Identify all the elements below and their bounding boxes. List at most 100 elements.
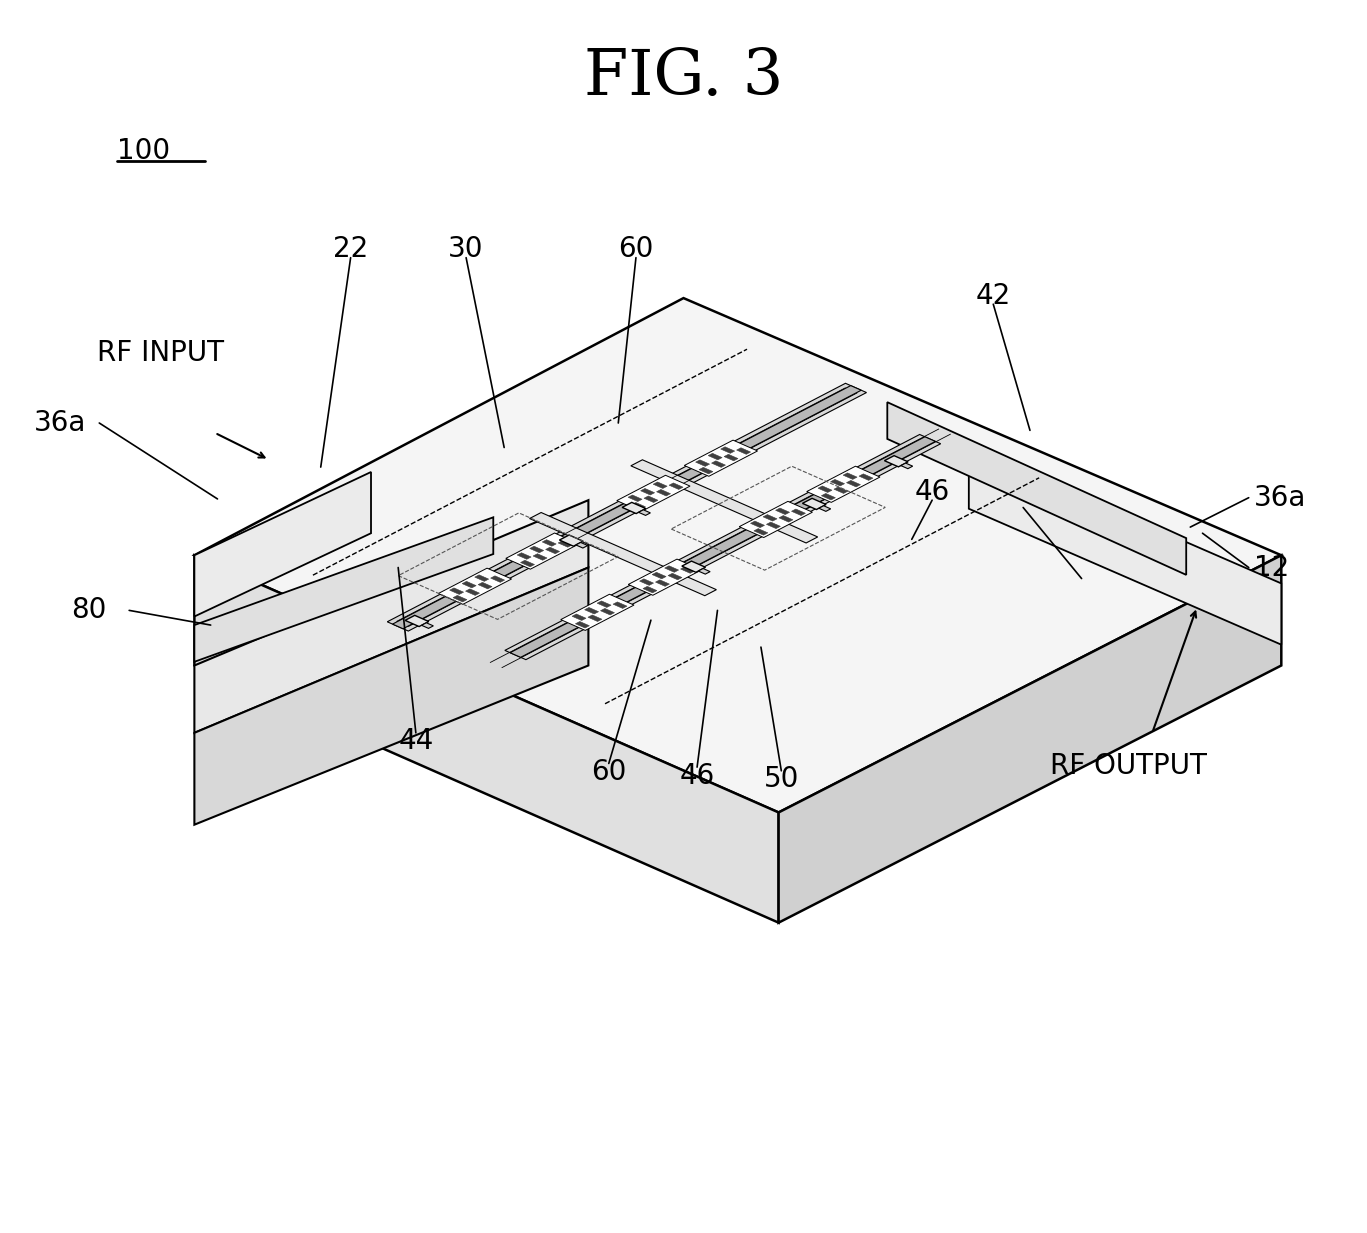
Text: 30: 30	[448, 236, 484, 263]
Polygon shape	[571, 614, 586, 620]
Polygon shape	[576, 543, 588, 547]
Polygon shape	[506, 533, 580, 570]
Polygon shape	[750, 522, 764, 528]
Text: 60: 60	[618, 236, 653, 263]
Polygon shape	[807, 466, 880, 502]
Polygon shape	[969, 448, 1281, 645]
Polygon shape	[901, 464, 913, 469]
Polygon shape	[405, 615, 429, 626]
Polygon shape	[194, 567, 588, 825]
Text: 36a: 36a	[1254, 483, 1307, 512]
Polygon shape	[632, 503, 645, 509]
Polygon shape	[194, 298, 1281, 813]
Polygon shape	[642, 587, 658, 593]
Polygon shape	[638, 509, 651, 515]
Text: RF INPUT: RF INPUT	[97, 339, 224, 367]
Polygon shape	[763, 514, 776, 522]
Polygon shape	[653, 482, 667, 488]
Polygon shape	[664, 566, 678, 572]
Polygon shape	[529, 513, 716, 596]
Polygon shape	[439, 568, 511, 604]
Polygon shape	[421, 623, 433, 629]
Polygon shape	[576, 621, 589, 628]
Polygon shape	[387, 383, 867, 631]
Polygon shape	[656, 580, 670, 587]
Polygon shape	[656, 490, 671, 496]
Polygon shape	[478, 582, 492, 589]
Polygon shape	[491, 576, 504, 582]
Text: 100: 100	[118, 137, 170, 165]
Polygon shape	[843, 473, 857, 480]
Polygon shape	[846, 481, 860, 487]
Polygon shape	[641, 488, 655, 494]
Polygon shape	[819, 506, 831, 512]
Polygon shape	[597, 600, 611, 608]
Polygon shape	[696, 460, 709, 466]
Text: FIG. 3: FIG. 3	[584, 47, 783, 109]
Text: 42: 42	[976, 281, 1012, 309]
Text: 12: 12	[1254, 554, 1289, 582]
Polygon shape	[533, 554, 547, 560]
Polygon shape	[504, 434, 940, 660]
Text: 46: 46	[679, 762, 715, 789]
Polygon shape	[529, 546, 544, 552]
Polygon shape	[474, 575, 488, 581]
Polygon shape	[558, 541, 573, 547]
Polygon shape	[588, 615, 601, 621]
Polygon shape	[884, 456, 908, 467]
Polygon shape	[521, 560, 534, 567]
Polygon shape	[685, 440, 757, 476]
Text: 80: 80	[71, 597, 107, 624]
Polygon shape	[644, 496, 658, 503]
Polygon shape	[640, 578, 653, 586]
Polygon shape	[194, 518, 493, 662]
Polygon shape	[720, 446, 734, 454]
Polygon shape	[779, 515, 793, 522]
Polygon shape	[802, 498, 826, 509]
Polygon shape	[612, 602, 627, 608]
Text: 44: 44	[398, 727, 433, 756]
Polygon shape	[452, 596, 468, 602]
Polygon shape	[737, 448, 750, 454]
Text: 46: 46	[915, 477, 950, 506]
Text: 22: 22	[334, 236, 368, 263]
Polygon shape	[545, 547, 559, 554]
Polygon shape	[462, 582, 476, 588]
Polygon shape	[775, 508, 790, 514]
Polygon shape	[858, 473, 874, 481]
Polygon shape	[779, 555, 1281, 922]
Polygon shape	[517, 552, 532, 560]
Polygon shape	[668, 483, 684, 490]
Polygon shape	[740, 502, 812, 538]
Polygon shape	[629, 559, 701, 596]
Polygon shape	[194, 472, 370, 616]
Text: RF OUTPUT: RF OUTPUT	[1050, 752, 1207, 780]
Text: 36a: 36a	[34, 409, 86, 436]
Polygon shape	[887, 402, 1187, 575]
Polygon shape	[622, 502, 645, 514]
Polygon shape	[617, 475, 690, 512]
Polygon shape	[560, 594, 634, 630]
Polygon shape	[831, 480, 845, 486]
Polygon shape	[652, 572, 666, 578]
Polygon shape	[585, 608, 599, 614]
Polygon shape	[392, 386, 861, 629]
Text: 60: 60	[591, 758, 626, 785]
Polygon shape	[791, 509, 805, 515]
Polygon shape	[708, 454, 722, 460]
Polygon shape	[699, 467, 714, 473]
Polygon shape	[668, 573, 682, 580]
Polygon shape	[543, 540, 556, 546]
Polygon shape	[627, 494, 642, 502]
Polygon shape	[194, 501, 588, 732]
Polygon shape	[817, 486, 833, 492]
Polygon shape	[767, 522, 781, 529]
Polygon shape	[559, 535, 584, 546]
Polygon shape	[600, 608, 615, 615]
Polygon shape	[466, 589, 480, 596]
Polygon shape	[753, 529, 768, 535]
Polygon shape	[630, 460, 817, 543]
Text: 50: 50	[1006, 485, 1040, 513]
Text: 50: 50	[764, 766, 798, 793]
Polygon shape	[822, 493, 835, 499]
